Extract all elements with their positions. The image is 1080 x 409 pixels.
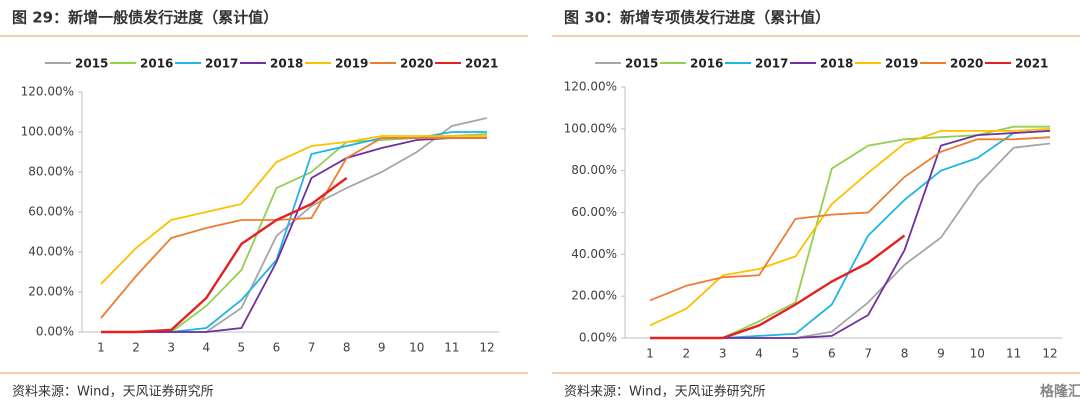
series-line: [100, 135, 487, 285]
y-tick-label: 60.00%: [571, 205, 617, 219]
series-line: [649, 136, 1051, 302]
x-tick-label: 5: [238, 341, 246, 355]
y-tick-label: 80.00%: [28, 165, 74, 179]
y-tick-label: 80.00%: [571, 163, 617, 177]
y-tick-label: 120.00%: [21, 85, 74, 99]
y-tick-label: 100.00%: [21, 125, 74, 139]
x-tick-label: 9: [378, 341, 386, 355]
legend-label: 2017: [205, 57, 238, 71]
legend-label: 2015: [75, 57, 108, 71]
legend-label: 2019: [335, 57, 368, 71]
x-tick-label: 4: [202, 341, 210, 355]
y-tick-label: 20.00%: [28, 285, 74, 299]
x-tick-label: 8: [901, 347, 909, 361]
x-tick-label: 3: [719, 347, 727, 361]
series-line: [100, 137, 487, 319]
series-line: [650, 130, 1051, 339]
legend-label: 2016: [140, 57, 173, 71]
series-line: [649, 127, 1051, 327]
x-tick-label: 9: [937, 347, 945, 361]
x-tick-label: 11: [444, 341, 459, 355]
legend-label: 2020: [400, 57, 433, 71]
x-tick-label: 4: [755, 347, 763, 361]
legend-label: 2018: [820, 57, 853, 71]
x-tick-label: 1: [646, 347, 654, 361]
x-tick-label: 12: [479, 341, 494, 355]
x-tick-label: 7: [308, 341, 316, 355]
series-line: [650, 142, 1051, 339]
y-tick-label: 120.00%: [564, 80, 617, 94]
x-tick-label: 6: [828, 347, 836, 361]
source: 资料来源：Wind，天风证券研究所: [564, 384, 766, 400]
x-tick-label: 1: [97, 341, 105, 355]
chart-title: 图 30：新增专项债发行进度（累计值）: [564, 9, 830, 27]
series-line: [650, 125, 1050, 339]
x-tick-label: 10: [409, 341, 424, 355]
x-tick-label: 12: [1042, 347, 1057, 361]
legend-label: 2015: [625, 57, 658, 71]
x-tick-label: 10: [970, 347, 985, 361]
watermark: 格隆汇: [1040, 383, 1080, 400]
x-tick-label: 5: [792, 347, 800, 361]
series-line: [101, 133, 488, 333]
y-tick-label: 40.00%: [28, 245, 74, 259]
x-tick-label: 3: [167, 341, 175, 355]
series-line: [101, 117, 488, 333]
legend-label: 2020: [950, 57, 983, 71]
y-tick-label: 40.00%: [571, 247, 617, 261]
x-tick-label: 6: [273, 341, 281, 355]
x-tick-label: 11: [1006, 347, 1021, 361]
legend-label: 2019: [885, 57, 918, 71]
y-tick-label: 0.00%: [579, 331, 617, 345]
legend-label: 2021: [465, 57, 498, 71]
x-tick-label: 2: [132, 341, 140, 355]
legend-label: 2018: [270, 57, 303, 71]
series-line: [650, 130, 1051, 339]
x-tick-label: 7: [864, 347, 872, 361]
series-line: [101, 131, 487, 333]
legend-label: 2016: [690, 57, 723, 71]
legend-label: 2017: [755, 57, 788, 71]
legend-label: 2021: [1015, 57, 1048, 71]
series-line: [650, 234, 906, 340]
y-tick-label: 60.00%: [28, 205, 74, 219]
series-line: [101, 177, 348, 334]
y-tick-label: 20.00%: [571, 289, 617, 303]
y-tick-label: 0.00%: [36, 325, 74, 339]
y-tick-label: 100.00%: [564, 121, 617, 135]
source: 资料来源：Wind，天风证券研究所: [12, 384, 214, 400]
series-line: [101, 137, 487, 333]
x-tick-label: 2: [683, 347, 691, 361]
chart-title: 图 29：新增一般债发行进度（累计值）: [12, 9, 278, 27]
x-tick-label: 8: [343, 341, 351, 355]
